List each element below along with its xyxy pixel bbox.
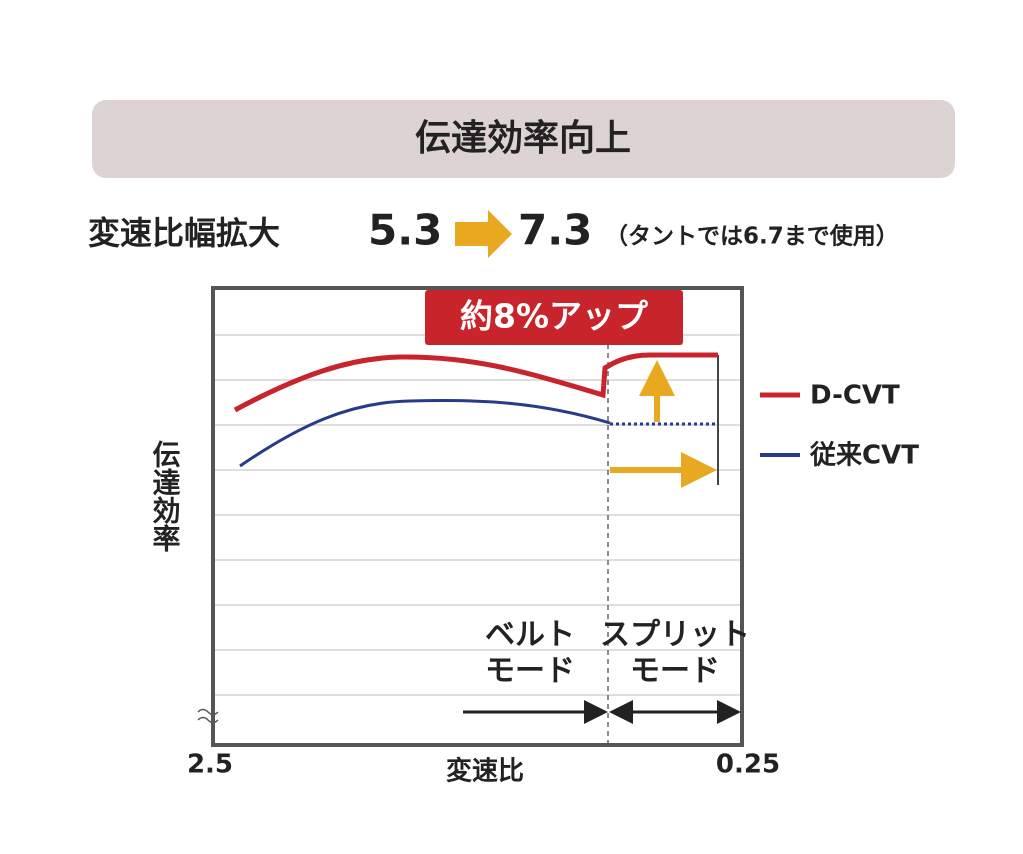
range-to: 7.3: [518, 206, 592, 255]
mode-label: スプリット: [600, 618, 750, 653]
range-from: 5.3: [368, 206, 442, 255]
plot-frame: [211, 286, 744, 747]
badge-text: 約8%アップ: [460, 297, 649, 336]
mode-label: モード: [485, 654, 575, 689]
x-left: 2.5: [187, 750, 233, 780]
axis-break: [197, 708, 219, 724]
range-label: 変速比幅拡大: [88, 214, 280, 252]
range-note: （タントでは6.7まで使用）: [605, 223, 899, 250]
title-bar: [92, 100, 955, 178]
mode-label: モード: [630, 654, 720, 689]
badge: [425, 290, 683, 345]
legend-label: 従来CVT: [809, 441, 919, 471]
cvt-curve: [239, 398, 611, 468]
title: 伝達効率向上: [415, 118, 631, 159]
range-arrow: [455, 210, 512, 258]
x-right: 0.25: [716, 750, 780, 780]
y-label: 伝達効率: [149, 440, 182, 552]
mode-label: ベルト: [485, 618, 575, 653]
x-label: 変速比: [446, 756, 524, 787]
legend-label: D-CVT: [810, 381, 900, 411]
dcvt-curve: [233, 352, 718, 413]
